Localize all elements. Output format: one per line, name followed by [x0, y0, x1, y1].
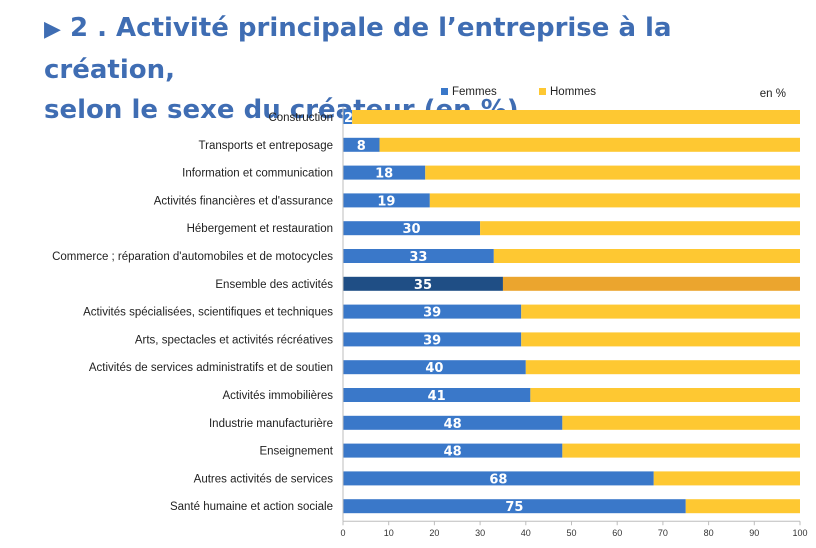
bar-segment-femmes [343, 360, 526, 375]
data-label: 35 [414, 278, 432, 293]
category-label: Arts, spectacles et activités récréative… [135, 334, 333, 346]
bar-segment-hommes [379, 137, 800, 152]
data-label: 19 [377, 194, 395, 209]
bar-segment-femmes [343, 471, 654, 486]
bar-segment-femmes [343, 499, 686, 514]
data-label: 48 [444, 445, 462, 460]
data-label: 33 [409, 250, 427, 265]
bar-segment-femmes [343, 388, 531, 402]
bar-segment-hommes [521, 332, 800, 347]
data-label: 39 [423, 333, 441, 348]
category-label: Activités de services administratifs et … [89, 362, 333, 374]
category-label: Construction [268, 112, 333, 124]
play-triangle-icon: ▶ [44, 17, 61, 42]
x-tick-label: 30 [475, 528, 485, 538]
x-tick-label: 90 [749, 528, 759, 538]
data-label: 75 [505, 500, 523, 515]
data-label: 39 [423, 306, 441, 321]
category-label: Commerce ; réparation d'automobiles et d… [52, 251, 333, 263]
x-tick-label: 60 [612, 528, 622, 538]
bar-segment-hommes [493, 249, 800, 263]
legend-label-hommes: Hommes [550, 86, 596, 98]
bar-segment-femmes [343, 165, 426, 180]
bar-segment-hommes [525, 360, 800, 375]
category-label: Autres activités de services [194, 473, 334, 485]
bar-segment-femmes [343, 443, 563, 458]
bar-segment-hommes [352, 110, 800, 124]
category-label: Activités immobilières [222, 390, 333, 402]
bar-segment-femmes [343, 249, 494, 263]
bar-segment-femmes [343, 332, 522, 347]
data-label: 41 [428, 389, 446, 404]
bar-segment-femmes [343, 304, 522, 319]
category-label: Activités spécialisées, scientifiques et… [83, 307, 333, 319]
data-label: 40 [425, 361, 443, 376]
category-label: Santé humaine et action sociale [170, 501, 333, 513]
bar-segment-hommes [653, 471, 800, 486]
title-text-1: 2 . Activité principale de l’entreprise … [44, 13, 672, 85]
data-label: 68 [489, 472, 507, 487]
category-label: Ensemble des activités [215, 279, 333, 291]
bar-segment-femmes [343, 137, 380, 152]
category-label: Enseignement [259, 446, 333, 458]
category-label: Transports et entreposage [199, 140, 333, 152]
bar-segment-hommes [685, 499, 800, 514]
x-tick-label: 20 [429, 528, 439, 538]
bar-segment-femmes [343, 193, 430, 208]
bar-segment-hommes [429, 193, 800, 208]
category-label: Hébergement et restauration [187, 223, 333, 235]
bar-segment-femmes [343, 221, 481, 236]
data-label: 30 [403, 222, 421, 237]
data-label: 18 [375, 167, 393, 182]
legend-swatch-femmes [441, 88, 448, 95]
bar-segment-femmes [343, 276, 503, 291]
x-tick-label: 40 [521, 528, 531, 538]
bars: Construction 2 Transports et entreposage 8 I… [52, 110, 800, 515]
category-label: Information et communication [182, 168, 333, 180]
bar-segment-hommes [562, 443, 800, 458]
bar-segment-hommes [480, 221, 800, 236]
x-tick-label: 70 [658, 528, 668, 538]
category-label: Activités financières et d'assurance [154, 195, 333, 207]
x-tick-label: 0 [340, 528, 345, 538]
legend-swatch-hommes [539, 88, 546, 95]
x-tick-label: 50 [566, 528, 576, 538]
bar-segment-femmes [343, 415, 563, 430]
bar-segment-femmes [343, 110, 353, 124]
x-tick-label: 10 [384, 528, 394, 538]
bar-segment-hommes [521, 304, 800, 319]
unit-label: en % [760, 88, 786, 100]
bar-segment-hommes [425, 165, 800, 180]
data-label: 48 [444, 417, 462, 432]
bar-segment-hommes [502, 276, 800, 291]
x-tick-label: 80 [704, 528, 714, 538]
bar-segment-hommes [530, 388, 800, 402]
legend-label-femmes: Femmes [452, 86, 497, 98]
x-axis: 0 10 20 30 40 50 60 70 80 90 100 [340, 107, 808, 538]
legend: Femmes Hommes [441, 86, 596, 98]
title-line-1: ▶ 2 . Activité principale de l’entrepris… [44, 8, 804, 90]
data-label: 8 [357, 139, 366, 154]
x-tick-label: 100 [792, 528, 807, 538]
data-label: 2 [344, 111, 353, 126]
bar-segment-hommes [562, 415, 800, 430]
category-label: Industrie manufacturière [209, 418, 333, 430]
